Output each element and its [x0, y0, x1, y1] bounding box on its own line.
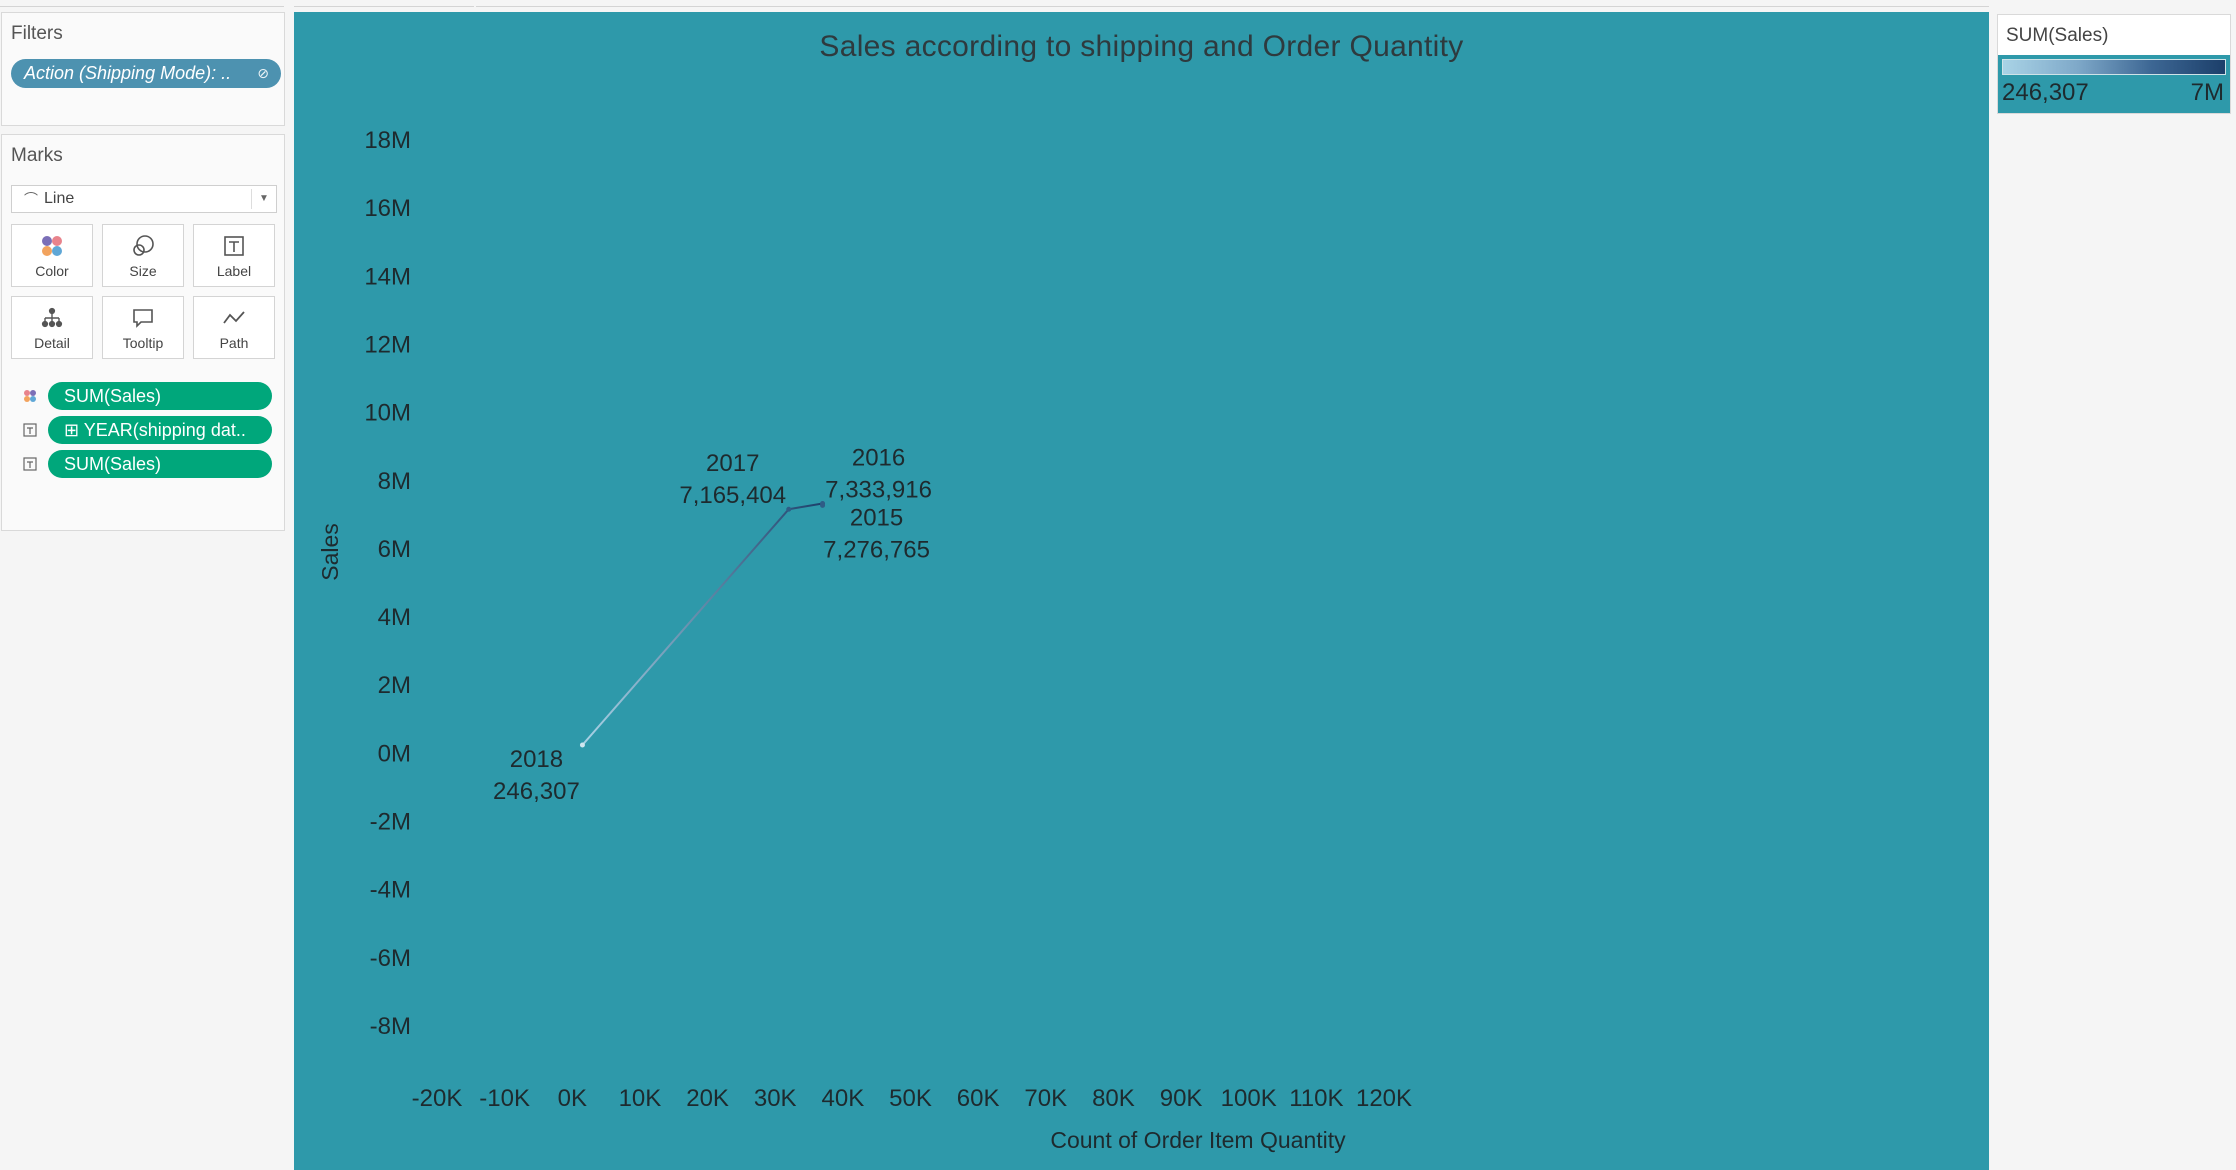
point-year-label: 2017 [706, 450, 759, 477]
x-tick-label: 90K [1160, 1085, 1203, 1112]
y-tick-label: -4M [370, 877, 411, 904]
y-tick-label: 18M [364, 127, 411, 154]
y-axis-title[interactable]: Sales [317, 523, 343, 581]
toolbar-segment [0, 0, 284, 7]
legend-color-ramp [2002, 59, 2226, 75]
marks-button-label: Color [35, 263, 69, 279]
point-year-label: 2015 [850, 504, 903, 531]
point-value-label: 7,333,916 [825, 476, 932, 503]
point-labels: 2018 246,307 2017 7,165,404 2016 7,333,916201… [493, 444, 932, 805]
y-tick-label: -2M [370, 809, 411, 836]
marks-size-button[interactable]: Size [102, 224, 184, 287]
legend-title: SUM(Sales) [2006, 25, 2109, 46]
chart-title: Sales according to shipping and Order Qu… [819, 30, 1464, 63]
top-toolbar-strip [0, 0, 2236, 8]
x-axis: -20K -10K 0K 10K 20K 30K 40K 50K 60K 70K 80K 90K 100… [412, 1085, 1412, 1112]
filter-pill-shipping-mode[interactable]: Action (Shipping Mode): .. ⊘ [11, 59, 281, 88]
detail-tree-icon [12, 305, 92, 331]
label-text-icon [23, 457, 37, 471]
chevron-down-icon[interactable]: ▼ [251, 189, 276, 209]
marks-path-button[interactable]: Path [193, 296, 275, 359]
shelf-pill-year-shipping-date[interactable]: ⊞ YEAR(shipping dat.. [48, 416, 272, 444]
mark-type-dropdown[interactable]: ⌒ Line ▼ [11, 185, 277, 213]
x-tick-label: 110K [1289, 1085, 1343, 1112]
data-point-2015[interactable] [820, 502, 826, 508]
color-legend[interactable]: SUM(Sales) 246,307 7M [1997, 14, 2231, 114]
toolbar-segment [294, 0, 474, 7]
marks-button-label: Path [219, 335, 249, 351]
x-tick-label: 0K [558, 1085, 587, 1112]
x-tick-label: 50K [889, 1085, 932, 1112]
marks-tooltip-button[interactable]: Tooltip [102, 296, 184, 359]
legend-body: 246,307 7M [1998, 55, 2230, 113]
y-tick-label: 6M [378, 536, 411, 563]
label-text-icon [23, 423, 37, 437]
x-tick-label: 20K [686, 1085, 729, 1112]
mark-type-value: Line [44, 190, 75, 207]
data-point-2017[interactable] [786, 506, 792, 512]
shelf-pill-sum-sales-color[interactable]: SUM(Sales) [48, 382, 272, 410]
size-circles-icon [103, 233, 183, 259]
y-tick-label: 12M [364, 331, 411, 358]
line-chart-icon: ⌒ [24, 191, 38, 207]
label-text-icon [194, 233, 274, 259]
marks-shelf-row: ⊞ YEAR(shipping dat.. [2, 415, 286, 445]
legend-max-label: 7M [2190, 79, 2224, 106]
marks-detail-button[interactable]: Detail [11, 296, 93, 359]
marks-title: Marks [11, 145, 63, 166]
line-chart[interactable]: 18M 16M 14M 12M 10M 8M 6M 4M 2M 0M -2M -4M -6M -8M -2… [294, 12, 1989, 1170]
color-dots-icon [23, 389, 37, 403]
x-tick-label: 120K [1356, 1085, 1412, 1112]
marks-shelf-row: SUM(Sales) [2, 381, 286, 411]
x-tick-label: 40K [822, 1085, 865, 1112]
x-axis-title[interactable]: Count of Order Item Quantity [1050, 1127, 1346, 1153]
tooltip-bubble-icon [103, 305, 183, 331]
path-line-icon [194, 305, 274, 331]
y-tick-label: 16M [364, 195, 411, 222]
x-tick-label: 30K [754, 1085, 797, 1112]
filters-card: Filters Action (Shipping Mode): .. ⊘ [1, 12, 285, 126]
filters-title: Filters [11, 23, 63, 44]
y-tick-label: 2M [378, 672, 411, 699]
x-tick-label: 100K [1221, 1085, 1277, 1112]
marks-button-label: Tooltip [122, 335, 164, 351]
y-tick-label: 0M [378, 740, 411, 767]
marks-button-label: Size [129, 263, 157, 279]
point-year-label: 2018 [510, 746, 563, 773]
toolbar-segment [476, 0, 1989, 7]
x-tick-label: 60K [957, 1085, 1000, 1112]
point-value-label: 246,307 [493, 778, 580, 805]
x-tick-label: 10K [619, 1085, 662, 1112]
legend-min-label: 246,307 [2002, 79, 2089, 106]
sales-line[interactable] [581, 502, 823, 746]
sales-line-series [579, 500, 826, 748]
color-dots-icon [12, 233, 92, 259]
filter-pill-label: Action (Shipping Mode): .. [24, 63, 232, 83]
marks-label-button[interactable]: Label [193, 224, 275, 287]
chart-panel: Sales according to shipping and Order Qu… [294, 12, 1989, 1170]
x-tick-label: 70K [1024, 1085, 1067, 1112]
marks-card: Marks ⌒ Line ▼ Color Size Label [1, 134, 285, 531]
data-point-2018[interactable] [579, 742, 585, 748]
y-tick-label: -6M [370, 945, 411, 972]
y-tick-label: 10M [364, 400, 411, 427]
y-tick-label: 4M [378, 604, 411, 631]
x-tick-label: 80K [1092, 1085, 1135, 1112]
y-tick-label: 14M [364, 263, 411, 290]
y-axis: 18M 16M 14M 12M 10M 8M 6M 4M 2M 0M -2M -4M -6M -8M [364, 127, 411, 1040]
shelf-pill-sum-sales-label[interactable]: SUM(Sales) [48, 450, 272, 478]
point-value-label: 7,165,404 [679, 482, 786, 509]
y-tick-label: -8M [370, 1013, 411, 1040]
x-tick-label: -10K [479, 1085, 530, 1112]
link-icon: ⊘ [257, 65, 269, 81]
x-tick-label: -20K [412, 1085, 463, 1112]
marks-button-label: Detail [34, 335, 70, 351]
marks-shelf-row: SUM(Sales) [2, 449, 286, 479]
marks-button-label: Label [216, 263, 252, 279]
y-tick-label: 8M [378, 468, 411, 495]
point-year-label: 2016 [852, 444, 905, 471]
marks-color-button[interactable]: Color [11, 224, 93, 287]
point-value-label: 7,276,765 [823, 536, 930, 563]
